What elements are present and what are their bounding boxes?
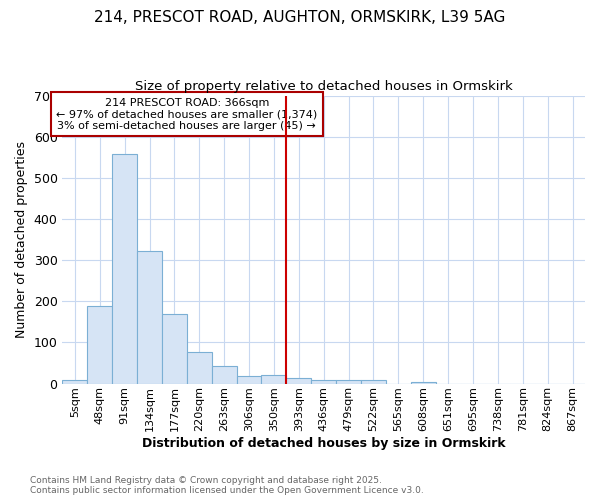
Bar — [187, 352, 212, 384]
Bar — [286, 378, 311, 384]
Bar — [112, 154, 137, 384]
Bar — [212, 366, 236, 384]
Y-axis label: Number of detached properties: Number of detached properties — [15, 141, 28, 338]
Bar — [62, 380, 88, 384]
Title: Size of property relative to detached houses in Ormskirk: Size of property relative to detached ho… — [135, 80, 512, 93]
Bar — [411, 382, 436, 384]
Bar — [336, 380, 361, 384]
Bar — [262, 376, 286, 384]
X-axis label: Distribution of detached houses by size in Ormskirk: Distribution of detached houses by size … — [142, 437, 506, 450]
Text: 214, PRESCOT ROAD, AUGHTON, ORMSKIRK, L39 5AG: 214, PRESCOT ROAD, AUGHTON, ORMSKIRK, L3… — [94, 10, 506, 25]
Bar — [311, 380, 336, 384]
Text: Contains HM Land Registry data © Crown copyright and database right 2025.
Contai: Contains HM Land Registry data © Crown c… — [30, 476, 424, 495]
Bar — [162, 314, 187, 384]
Bar — [88, 306, 112, 384]
Bar — [361, 380, 386, 384]
Text: 214 PRESCOT ROAD: 366sqm
← 97% of detached houses are smaller (1,374)
3% of semi: 214 PRESCOT ROAD: 366sqm ← 97% of detach… — [56, 98, 317, 131]
Bar — [137, 251, 162, 384]
Bar — [236, 376, 262, 384]
